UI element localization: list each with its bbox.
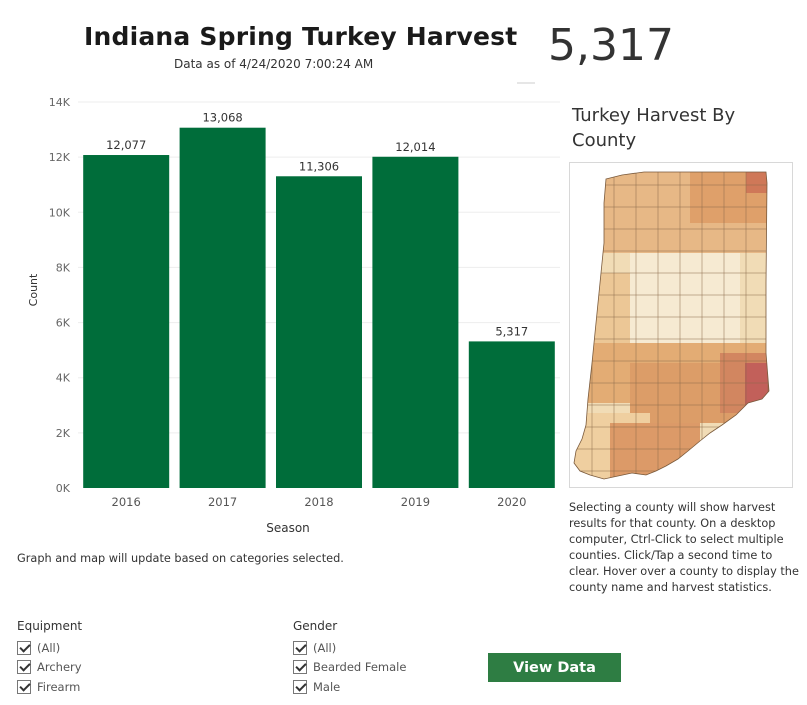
- state-outline: [573, 171, 770, 480]
- checkbox-checked[interactable]: [293, 660, 307, 675]
- bar-value-label: 5,317: [495, 324, 528, 338]
- y-tick-label: 8K: [56, 261, 71, 274]
- equipment-filter-title: Equipment: [17, 619, 83, 633]
- checkbox-checked[interactable]: [17, 679, 31, 694]
- bar-value-label: 11,306: [299, 159, 339, 173]
- county-shading: [574, 172, 769, 479]
- bar-2020[interactable]: [468, 341, 555, 488]
- bar-2018[interactable]: [276, 176, 362, 488]
- county-map[interactable]: [569, 162, 793, 488]
- indiana-county-map[interactable]: [570, 163, 792, 487]
- y-tick-label: 6K: [56, 317, 71, 330]
- equipment-filter: Equipment (All) Archery Firearm: [17, 619, 82, 697]
- x-axis-title: Season: [266, 521, 310, 535]
- divider: [517, 82, 535, 84]
- y-tick-label: 10K: [49, 206, 71, 219]
- y-tick-label: 0K: [56, 482, 71, 495]
- x-tick-label: 2018: [304, 495, 333, 509]
- x-tick-label: 2016: [112, 495, 141, 509]
- x-tick-label: 2017: [208, 495, 237, 509]
- checkbox-checked[interactable]: [293, 640, 307, 655]
- gender-filter-title: Gender: [293, 619, 338, 633]
- bar-value-label: 12,014: [395, 140, 435, 154]
- checkbox-checked[interactable]: [293, 679, 307, 694]
- map-instructions: Selecting a county will show harvest res…: [569, 501, 799, 594]
- gender-option-bearded-female[interactable]: Bearded Female: [293, 658, 406, 678]
- equipment-option-archery[interactable]: Archery: [17, 658, 82, 678]
- checkbox-checked[interactable]: [17, 660, 31, 675]
- y-tick-label: 12K: [49, 151, 71, 164]
- gender-filter: Gender (All) Bearded Female Male: [293, 619, 406, 697]
- y-tick-label: 14K: [49, 96, 71, 109]
- y-axis-title: Count: [27, 273, 40, 306]
- bar-2019[interactable]: [372, 156, 459, 489]
- checkbox-checked[interactable]: [17, 640, 31, 655]
- data-timestamp: Data as of 4/24/2020 7:00:24 AM: [174, 57, 374, 71]
- equipment-option-firearm[interactable]: Firearm: [17, 677, 82, 697]
- x-tick-label: 2020: [497, 495, 526, 509]
- bar-2017[interactable]: [179, 127, 266, 489]
- total-harvest-kpi: 5,317: [548, 20, 674, 71]
- bar-2016[interactable]: [83, 155, 170, 489]
- gender-option-all[interactable]: (All): [293, 638, 406, 658]
- equipment-option-all[interactable]: (All): [17, 638, 82, 658]
- dashboard-title: Indiana Spring Turkey Harvest: [84, 22, 518, 51]
- bar-value-label: 12,077: [106, 138, 146, 152]
- harvest-bar-chart[interactable]: 0K 2K 4K 6K 8K 10K 12K 14K 12,077 2016 13,068 2017 1…: [0, 90, 565, 550]
- view-data-button[interactable]: View Data: [488, 653, 621, 682]
- x-tick-label: 2019: [401, 495, 430, 509]
- graph-note: Graph and map will update based on categ…: [17, 552, 344, 565]
- map-title: Turkey Harvest By County: [572, 105, 736, 151]
- gender-option-male[interactable]: Male: [293, 677, 406, 697]
- y-tick-label: 4K: [56, 372, 71, 385]
- bar-value-label: 13,068: [202, 111, 242, 125]
- y-tick-label: 2K: [56, 427, 71, 440]
